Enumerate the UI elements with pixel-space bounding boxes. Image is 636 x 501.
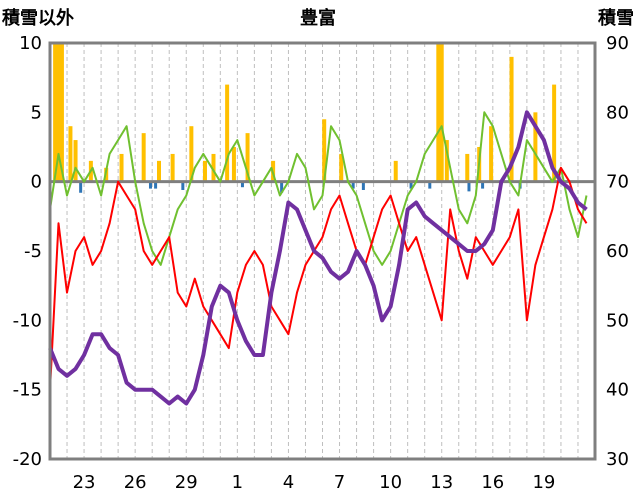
series-line-min-temp — [49, 166, 588, 390]
right-tick-label: 60 — [606, 241, 629, 262]
snowfall-bar — [59, 43, 64, 182]
x-tick-label: 7 — [334, 472, 345, 493]
snowfall-bar — [444, 140, 449, 182]
precipitation-bar — [148, 181, 152, 189]
gridlines — [66, 43, 579, 459]
precipitation-bar — [467, 181, 471, 192]
plot-frame — [48, 41, 597, 461]
left-axis-title: 積雪以外 — [1, 7, 74, 29]
precipitation-bar — [409, 181, 413, 189]
x-ticks: 23 26 29 1 4 7 10 13 16 19 — [73, 472, 556, 493]
snowfall-bar — [439, 43, 444, 182]
precipitation-bar — [481, 181, 485, 189]
series-line-max-temp — [49, 111, 588, 266]
left-tick-label: 0 — [31, 172, 42, 193]
x-tick-label: 13 — [430, 472, 453, 493]
snowfall-bar — [73, 140, 78, 182]
right-tick-label: 40 — [606, 380, 629, 401]
snowfall-bar — [202, 160, 207, 182]
left-tick-label: 10 — [19, 33, 42, 54]
x-tick-label: 23 — [73, 472, 96, 493]
right-tick-label: 70 — [606, 172, 629, 193]
right-tick-label: 50 — [606, 310, 629, 331]
x-tick-label: 16 — [481, 472, 504, 493]
snowfall-bar — [339, 153, 344, 182]
snowfall-bar — [170, 153, 175, 182]
snowfall-bar — [552, 84, 557, 182]
snowfall-bar — [322, 119, 327, 182]
snowfall-bar — [533, 112, 538, 182]
left-tick-label: -15 — [13, 380, 42, 401]
snowfall-bar — [231, 147, 236, 182]
x-tick-label: 29 — [175, 472, 198, 493]
snowfall-bar — [211, 153, 216, 182]
left-y-ticks: 10 5 0 -5 -10 -15 -20 — [13, 33, 42, 470]
left-tick-label: -20 — [13, 449, 42, 470]
series-line-snow-depth — [48, 110, 588, 406]
right-y-ticks: 90 80 70 60 50 40 30 — [606, 33, 629, 470]
snowfall-bar — [189, 126, 194, 182]
snowfall-bar — [141, 133, 146, 182]
left-tick-label: -10 — [13, 310, 42, 331]
right-tick-label: 30 — [606, 449, 629, 470]
precipitation-bar — [428, 181, 432, 189]
x-tick-label: 4 — [283, 472, 294, 493]
snowfall-bar — [509, 56, 514, 182]
snowfall-bar — [393, 160, 398, 182]
snowfall-bar — [436, 43, 441, 182]
x-tick-label: 1 — [232, 472, 243, 493]
precipitation-bar — [181, 181, 185, 190]
right-axis-title: 積雪 — [597, 7, 634, 29]
precipitation-bar — [361, 181, 365, 190]
precipitation-bar — [240, 181, 244, 188]
snowfall-bar — [245, 133, 250, 182]
series-lines — [48, 110, 588, 406]
precipitation-bar — [280, 181, 284, 193]
x-tick-label: 10 — [379, 472, 402, 493]
precipitation-bar — [154, 181, 158, 189]
precipitation-bar — [351, 181, 355, 189]
snowfall-bar — [53, 43, 58, 182]
right-tick-label: 90 — [606, 33, 629, 54]
snowfall-bar — [119, 153, 124, 182]
snowfall-bar — [489, 126, 494, 182]
precipitation-bar — [79, 181, 83, 193]
x-tick-label: 26 — [124, 472, 147, 493]
left-tick-label: 5 — [31, 102, 42, 123]
x-tick-label: 19 — [532, 472, 555, 493]
right-tick-label: 80 — [606, 102, 629, 123]
snowfall-bars — [53, 43, 557, 182]
snowfall-bar — [157, 160, 161, 182]
snowfall-bar — [68, 126, 73, 182]
snowfall-bar — [56, 43, 61, 182]
snowfall-bar — [465, 153, 470, 182]
chart-title: 豊富 — [300, 7, 336, 29]
snowfall-bar — [225, 84, 230, 182]
left-tick-label: -5 — [24, 241, 42, 262]
